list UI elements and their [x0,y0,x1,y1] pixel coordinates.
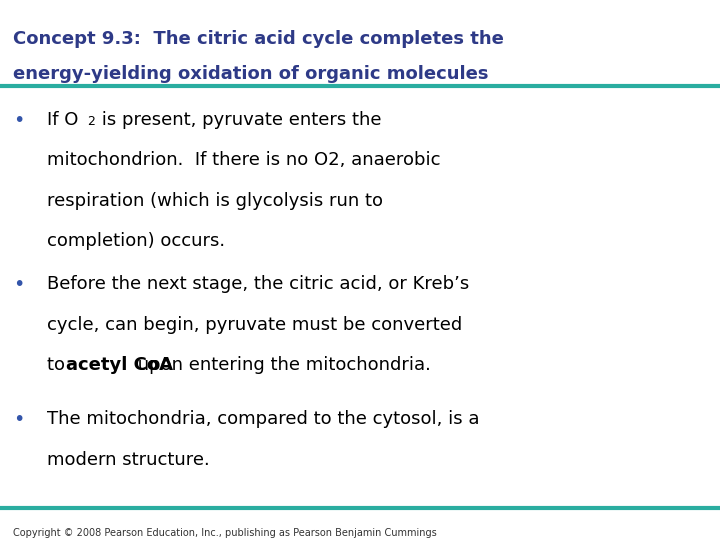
Text: upon entering the mitochondria.: upon entering the mitochondria. [132,356,431,374]
Text: is present, pyruvate enters the: is present, pyruvate enters the [96,111,382,129]
Text: mitochondrion.  If there is no O2, anaerobic: mitochondrion. If there is no O2, anaero… [47,151,441,169]
Text: The mitochondria, compared to the cytosol, is a: The mitochondria, compared to the cytoso… [47,410,480,428]
Text: acetyl CoA: acetyl CoA [66,356,173,374]
Text: •: • [13,410,24,429]
Text: Before the next stage, the citric acid, or Kreb’s: Before the next stage, the citric acid, … [47,275,469,293]
Text: 2: 2 [87,115,95,128]
Text: modern structure.: modern structure. [47,451,210,469]
Text: Copyright © 2008 Pearson Education, Inc., publishing as Pearson Benjamin Cumming: Copyright © 2008 Pearson Education, Inc.… [13,528,437,538]
Text: cycle, can begin, pyruvate must be converted: cycle, can begin, pyruvate must be conve… [47,316,462,334]
Text: If O: If O [47,111,78,129]
Text: to: to [47,356,71,374]
Text: •: • [13,111,24,130]
Text: energy-yielding oxidation of organic molecules: energy-yielding oxidation of organic mol… [13,65,488,83]
Text: •: • [13,275,24,294]
Text: Concept 9.3:  The citric acid cycle completes the: Concept 9.3: The citric acid cycle compl… [13,30,504,48]
Text: completion) occurs.: completion) occurs. [47,232,225,250]
Text: respiration (which is glycolysis run to: respiration (which is glycolysis run to [47,192,383,210]
